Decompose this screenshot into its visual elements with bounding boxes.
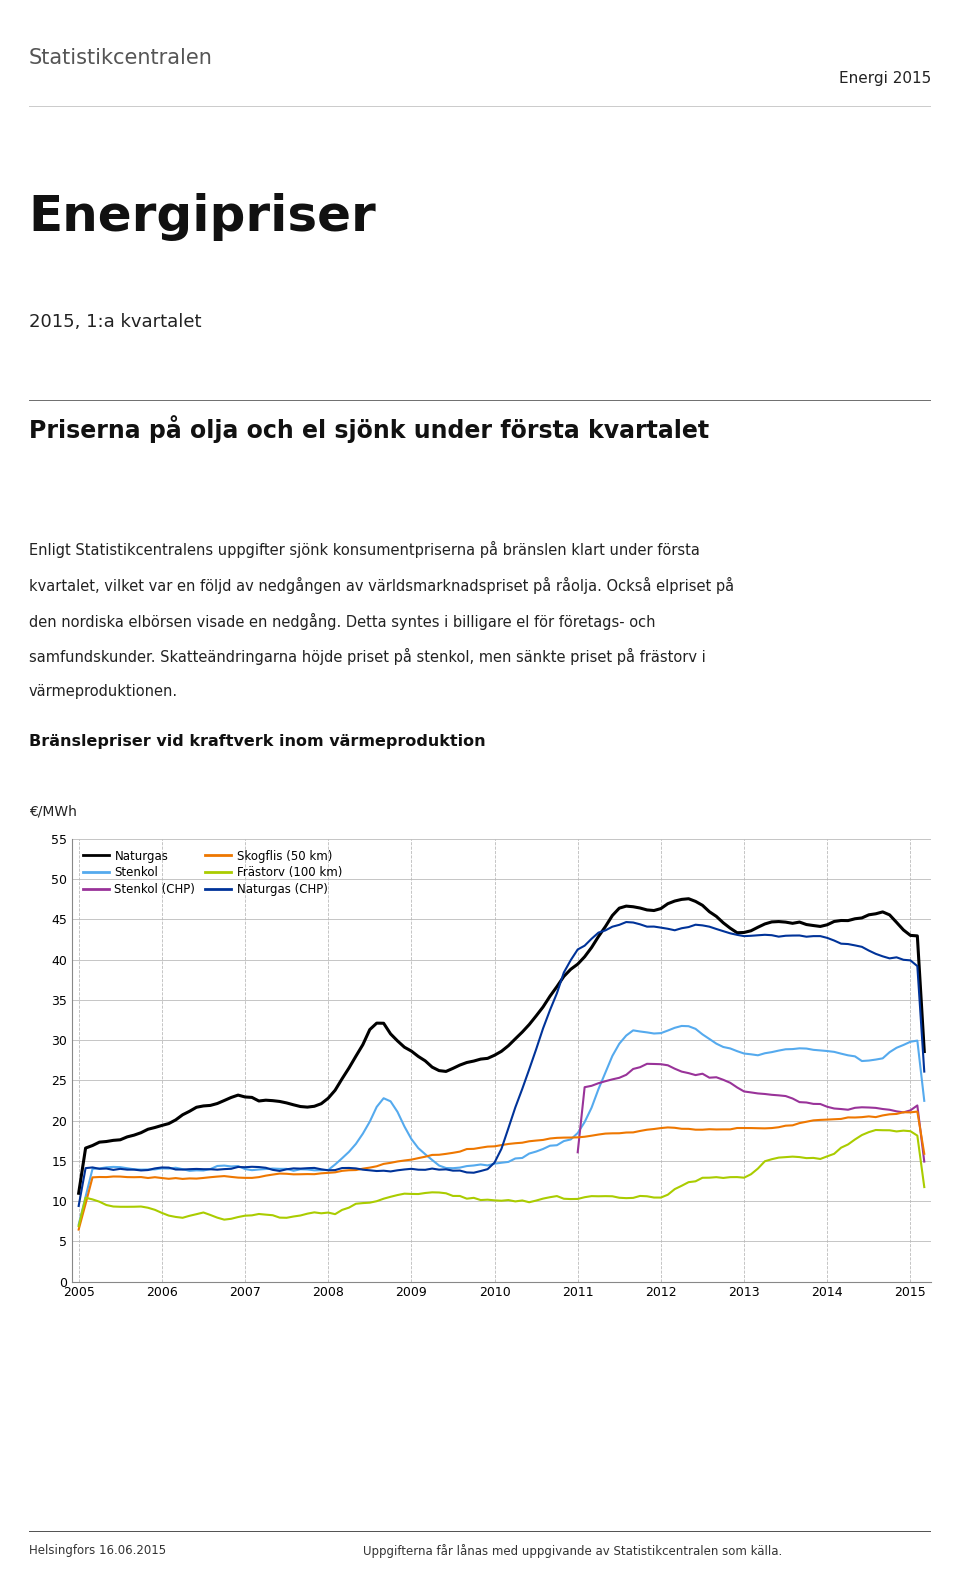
Frästorv (100 km) (870, 1121, 881, 1140)
Naturgas (156, 1116, 168, 1135)
Stenkol (766, 1043, 778, 1062)
Naturgas (441, 1062, 452, 1081)
Frästorv (100 km) (316, 1204, 327, 1223)
Skogflis (50 km) (73, 1219, 84, 1239)
Text: Uppgifterna får lånas med uppgivande av Statistikcentralen som källa.: Uppgifterna får lånas med uppgivande av … (363, 1544, 782, 1557)
Naturgas (170, 1110, 181, 1129)
Frästorv (100 km) (759, 1151, 771, 1170)
Stenkol (676, 1016, 687, 1035)
Stenkol (121, 1159, 132, 1178)
Naturgas (121, 1127, 132, 1146)
Line: Stenkol (CHP): Stenkol (CHP) (578, 1063, 924, 1162)
Naturgas (683, 890, 694, 909)
Skogflis (50 km) (170, 1169, 181, 1188)
Legend: Naturgas, Stenkol, Stenkol (CHP), Skogflis (50 km), Frästorv (100 km), Naturgas : Naturgas, Stenkol, Stenkol (CHP), Skogfl… (78, 845, 347, 901)
Frästorv (100 km) (121, 1197, 132, 1216)
Text: den nordiska elbörsen visade en nedgång. Detta syntes i billigare el för företag: den nordiska elbörsen visade en nedgång.… (29, 613, 656, 630)
Line: Skogflis (50 km): Skogflis (50 km) (79, 1111, 924, 1229)
Text: Helsingfors 16.06.2015: Helsingfors 16.06.2015 (29, 1544, 166, 1557)
Stenkol (316, 1161, 327, 1180)
Naturgas (CHP) (73, 1197, 84, 1216)
Frästorv (100 km) (441, 1184, 452, 1204)
Naturgas (CHP) (441, 1161, 452, 1180)
Naturgas (766, 912, 778, 931)
Stenkol (441, 1159, 452, 1178)
Text: Enligt Statistikcentralens uppgifter sjönk konsumentpriserna på bränslen klart u: Enligt Statistikcentralens uppgifter sjö… (29, 541, 700, 559)
Text: Energipriser: Energipriser (29, 193, 376, 240)
Naturgas (316, 1094, 327, 1113)
Line: Stenkol: Stenkol (79, 1025, 924, 1224)
Stenkol (CHP) (919, 1153, 930, 1172)
Naturgas (CHP) (919, 1062, 930, 1081)
Skogflis (50 km) (316, 1164, 327, 1183)
Stenkol (919, 1091, 930, 1110)
Text: Bränslepriser vid kraftverk inom värmeproduktion: Bränslepriser vid kraftverk inom värmepr… (29, 734, 486, 748)
Stenkol (CHP) (759, 1084, 771, 1103)
Naturgas (919, 1043, 930, 1062)
Line: Frästorv (100 km): Frästorv (100 km) (79, 1130, 924, 1226)
Frästorv (100 km) (919, 1178, 930, 1197)
Frästorv (100 km) (170, 1207, 181, 1226)
Stenkol (156, 1159, 168, 1178)
Text: Priserna på olja och el sjönk under första kvartalet: Priserna på olja och el sjönk under förs… (29, 416, 708, 443)
Text: värmeproduktionen.: värmeproduktionen. (29, 685, 178, 699)
Text: €/MWh: €/MWh (29, 806, 77, 818)
Frästorv (100 km) (156, 1204, 168, 1223)
Skogflis (50 km) (919, 1145, 930, 1164)
Skogflis (50 km) (912, 1102, 924, 1121)
Stenkol (73, 1215, 84, 1234)
Naturgas (CHP) (156, 1157, 168, 1176)
Skogflis (50 km) (156, 1169, 168, 1188)
Naturgas (CHP) (121, 1161, 132, 1180)
Naturgas (CHP) (766, 925, 778, 944)
Skogflis (50 km) (441, 1145, 452, 1164)
Stenkol (170, 1159, 181, 1178)
Skogflis (50 km) (759, 1119, 771, 1138)
Text: Energi 2015: Energi 2015 (839, 72, 931, 86)
Skogflis (50 km) (121, 1167, 132, 1186)
Naturgas (73, 1184, 84, 1204)
Line: Naturgas (CHP): Naturgas (CHP) (79, 922, 924, 1207)
Frästorv (100 km) (73, 1216, 84, 1235)
Naturgas (CHP) (170, 1161, 181, 1180)
Text: 2015, 1:a kvartalet: 2015, 1:a kvartalet (29, 314, 202, 331)
Naturgas (CHP) (316, 1159, 327, 1178)
Naturgas (CHP) (620, 912, 632, 931)
Text: samfundskunder. Skatteändringarna höjde priset på stenkol, men sänkte priset på : samfundskunder. Skatteändringarna höjde … (29, 648, 706, 665)
Text: kvartalet, vilket var en följd av nedgången av världsmarknadspriset på råolja. O: kvartalet, vilket var en följd av nedgån… (29, 576, 734, 594)
Text: Statistikcentralen: Statistikcentralen (29, 48, 213, 68)
Line: Naturgas: Naturgas (79, 899, 924, 1194)
